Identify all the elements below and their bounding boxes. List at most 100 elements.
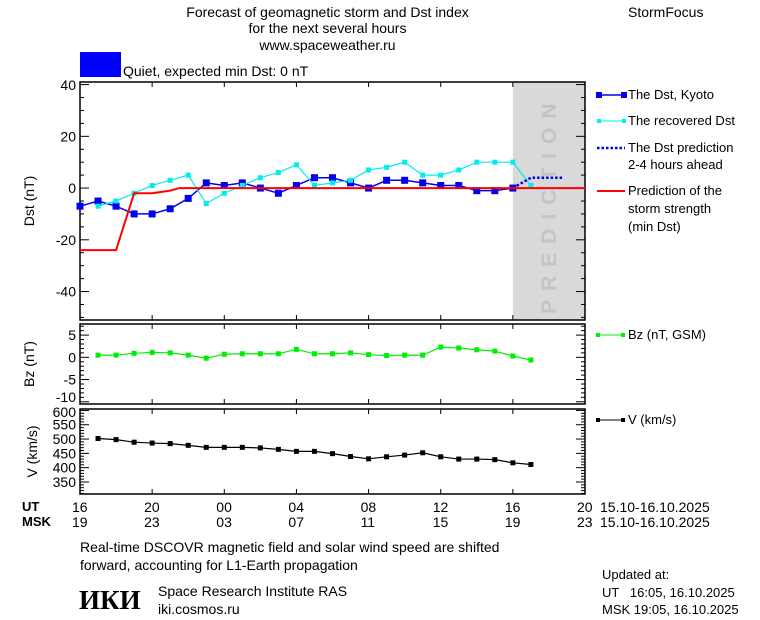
data-point bbox=[76, 202, 84, 210]
institute-name: Space Research Institute RAS bbox=[158, 583, 348, 599]
data-point bbox=[401, 176, 409, 184]
data-point bbox=[366, 167, 372, 173]
chart-title-line-1: Forecast of geomagnetic storm and Dst in… bbox=[186, 4, 469, 20]
data-point bbox=[203, 355, 209, 361]
y-tick-label: 40 bbox=[60, 77, 76, 93]
legend-dst-kyoto: The Dst, Kyoto bbox=[628, 87, 714, 102]
data-point bbox=[437, 181, 445, 189]
data-point bbox=[149, 440, 155, 446]
data-point bbox=[510, 460, 516, 466]
msk-tick-label: 23 bbox=[577, 514, 593, 530]
y-tick-label: 450 bbox=[53, 445, 77, 461]
data-point bbox=[510, 159, 516, 165]
data-point bbox=[94, 197, 102, 205]
data-point bbox=[347, 179, 355, 187]
y-tick-label: 350 bbox=[53, 474, 77, 490]
data-point bbox=[130, 210, 138, 218]
data-point bbox=[474, 159, 480, 165]
data-point bbox=[167, 177, 173, 183]
data-point bbox=[292, 181, 300, 189]
data-point bbox=[167, 441, 173, 447]
data-point bbox=[311, 448, 317, 454]
ut-tick-label: 20 bbox=[577, 499, 593, 515]
data-point bbox=[238, 179, 246, 187]
data-point bbox=[492, 457, 498, 463]
legend-bz: Bz (nT, GSM) bbox=[628, 327, 707, 342]
legend-strength-1: Prediction of the bbox=[628, 183, 722, 198]
legend-v: V (km/s) bbox=[628, 412, 677, 427]
data-point bbox=[348, 454, 354, 460]
y-tick-label: 550 bbox=[53, 417, 77, 433]
data-point bbox=[384, 454, 390, 460]
y-tick-label: -20 bbox=[56, 232, 76, 248]
msk-tick-label: 19 bbox=[504, 514, 521, 530]
data-point bbox=[113, 198, 119, 204]
chart-title-url: www.spaceweather.ru bbox=[259, 37, 396, 53]
data-point bbox=[402, 159, 408, 165]
data-point bbox=[167, 350, 173, 356]
data-point bbox=[438, 172, 444, 178]
updated-msk: MSK 19:05, 16.10.2025 bbox=[602, 602, 739, 617]
panel-frame-2 bbox=[79, 408, 586, 495]
y-tick-label: 400 bbox=[53, 460, 77, 476]
data-point bbox=[185, 172, 191, 178]
data-point bbox=[257, 445, 263, 451]
institute-site-link[interactable]: iki.cosmos.ru bbox=[158, 601, 240, 617]
data-point bbox=[293, 346, 299, 352]
data-point bbox=[202, 179, 210, 187]
data-point bbox=[293, 162, 299, 168]
data-point bbox=[113, 352, 119, 358]
data-point bbox=[221, 190, 227, 196]
data-point bbox=[438, 344, 444, 350]
ut-tick-label: 08 bbox=[360, 499, 377, 515]
msk-tick-label: 03 bbox=[216, 514, 232, 530]
legend-strength-2: storm strength bbox=[628, 201, 712, 216]
updated-label: Updated at: bbox=[602, 567, 670, 582]
legend-bz-marker bbox=[596, 333, 625, 337]
y-tick-label: -40 bbox=[56, 284, 76, 300]
data-point bbox=[456, 167, 462, 173]
data-point bbox=[275, 446, 281, 452]
data-point bbox=[473, 187, 481, 195]
msk-label: MSK bbox=[22, 514, 51, 529]
data-point bbox=[402, 452, 408, 458]
data-point bbox=[184, 194, 192, 202]
status-color-swatch bbox=[80, 52, 121, 77]
ut-date-range: 15.10-16.10.2025 bbox=[600, 499, 710, 515]
data-point bbox=[203, 444, 209, 450]
data-point bbox=[239, 351, 245, 357]
data-point bbox=[456, 456, 462, 462]
data-point bbox=[257, 351, 263, 357]
data-point bbox=[131, 350, 137, 356]
data-point bbox=[384, 164, 390, 170]
data-point bbox=[275, 170, 281, 176]
data-point bbox=[420, 172, 426, 178]
prediction-zone bbox=[512, 82, 585, 320]
data-point bbox=[438, 454, 444, 460]
data-point bbox=[366, 456, 372, 462]
data-point bbox=[420, 352, 426, 358]
footer-note-1: Real-time DSCOVR magnetic field and sola… bbox=[80, 539, 500, 555]
data-point bbox=[330, 451, 335, 457]
data-point bbox=[492, 348, 498, 354]
data-point bbox=[311, 351, 317, 357]
panel-frame-1 bbox=[79, 323, 586, 405]
data-point bbox=[257, 175, 263, 181]
legend-prediction-2: 2-4 hours ahead bbox=[628, 157, 723, 172]
y-tick-label: 0 bbox=[68, 180, 76, 196]
data-point bbox=[402, 352, 408, 358]
data-point bbox=[149, 182, 155, 188]
data-point bbox=[419, 179, 427, 187]
data-point bbox=[113, 437, 119, 443]
data-point bbox=[491, 187, 499, 195]
y-tick-label: 500 bbox=[53, 431, 77, 447]
updated-ut: UT 16:05, 16.10.2025 bbox=[602, 585, 735, 600]
data-point bbox=[492, 159, 498, 165]
footer-note-2: forward, accounting for L1-Earth propaga… bbox=[80, 557, 358, 573]
data-point bbox=[348, 350, 354, 356]
legend-recovered-marker bbox=[597, 119, 626, 123]
msk-date-range: 15.10-16.10.2025 bbox=[600, 514, 710, 530]
data-point bbox=[149, 349, 155, 355]
data-point bbox=[275, 351, 281, 357]
